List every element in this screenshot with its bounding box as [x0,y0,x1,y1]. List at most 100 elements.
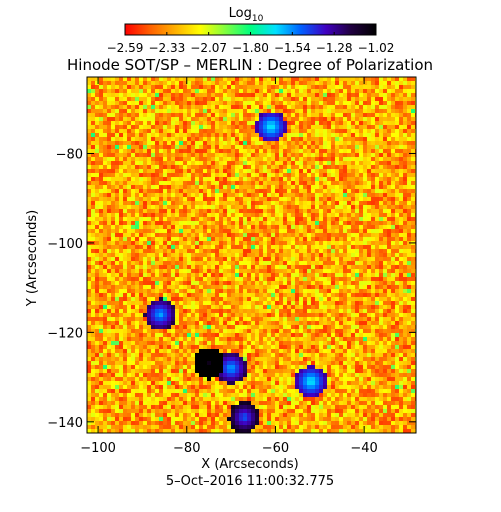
heatmap-cell [291,81,295,85]
heatmap-cell [271,97,275,101]
heatmap-cell [411,245,415,249]
heatmap-cell [235,249,239,253]
heatmap-cell [95,149,99,153]
heatmap-cell [91,269,95,273]
heatmap-cell [275,205,279,209]
heatmap-cell [395,129,399,133]
heatmap-cell [399,141,403,145]
heatmap-cell [367,81,371,85]
heatmap-cell [379,189,383,193]
heatmap-cell [391,97,395,101]
heatmap-cell [147,197,151,201]
heatmap-cell [263,181,267,185]
heatmap-cell [115,221,119,225]
heatmap-cell [187,249,191,253]
heatmap-cell [99,245,103,249]
heatmap-cell [383,193,387,197]
heatmap-cell [171,237,175,241]
heatmap-cell [339,201,343,205]
heatmap-cell [139,93,143,97]
heatmap-cell [395,253,399,257]
heatmap-cell [203,273,207,277]
heatmap-cell [367,193,371,197]
heatmap-cell [359,173,363,177]
heatmap-cell [315,257,319,261]
heatmap-cell [315,109,319,113]
heatmap-cell [143,233,147,237]
heatmap-cell [371,189,375,193]
heatmap-cell [155,289,159,293]
heatmap-cell [251,221,255,225]
heatmap-cell [351,197,355,201]
heatmap-cell [411,101,415,105]
heatmap-cell [247,85,251,89]
heatmap-cell [327,145,331,149]
heatmap-cell [367,241,371,245]
heatmap-cell [107,225,111,229]
heatmap-cell [195,197,199,201]
heatmap-cell [99,189,103,193]
heatmap-cell [167,201,171,205]
heatmap-cell [307,109,311,113]
heatmap-cell [407,101,411,105]
heatmap-cell [311,261,315,265]
heatmap-cell [263,153,267,157]
heatmap-cell [343,77,347,81]
heatmap-cell [303,273,307,277]
heatmap-cell [163,137,167,141]
heatmap-cell [311,185,315,189]
heatmap-cell [259,293,263,297]
heatmap-cell [271,197,275,201]
heatmap-cell [311,177,315,181]
heatmap-cell [175,313,179,317]
heatmap-cell [151,213,155,217]
heatmap-cell [139,161,143,165]
heatmap-cell [167,237,171,241]
heatmap-cell [391,313,395,317]
heatmap-cell [291,181,295,185]
heatmap-cell [391,77,395,81]
heatmap-cell [163,133,167,137]
heatmap-cell [375,289,379,293]
heatmap-cell [283,145,287,149]
heatmap-cell [191,193,195,197]
heatmap-cell [315,313,319,317]
heatmap-cell [395,101,399,105]
heatmap-cell [243,273,247,277]
heatmap-cell [347,137,351,141]
heatmap-cell [247,149,251,153]
heatmap-cell [299,181,303,185]
heatmap-cell [347,161,351,165]
heatmap-cell [411,257,415,261]
heatmap-cell [383,93,387,97]
heatmap-cell [375,233,379,237]
heatmap-cell [379,281,383,285]
heatmap-cell [379,97,383,101]
heatmap-cell [143,209,147,213]
heatmap-cell [363,213,367,217]
heatmap-cell [143,189,147,193]
heatmap-cell [307,205,311,209]
heatmap-cell [187,305,191,309]
heatmap-cell [275,173,279,177]
heatmap-cell [275,233,279,237]
heatmap-cell [331,145,335,149]
heatmap-cell [227,145,231,149]
heatmap-cell [123,81,127,85]
heatmap-cell [91,165,95,169]
heatmap-cell [151,117,155,121]
heatmap-cell [103,157,107,161]
heatmap-cell [303,193,307,197]
heatmap-cell [103,265,107,269]
heatmap-cell [191,173,195,177]
heatmap-cell [339,241,343,245]
heatmap-cell [299,289,303,293]
heatmap-cell [191,273,195,277]
heatmap-cell [167,161,171,165]
heatmap-cell [371,133,375,137]
heatmap-cell [375,81,379,85]
heatmap-cell [219,301,223,305]
heatmap-cell [315,253,319,257]
heatmap-cell [219,193,223,197]
heatmap-cell [219,121,223,125]
